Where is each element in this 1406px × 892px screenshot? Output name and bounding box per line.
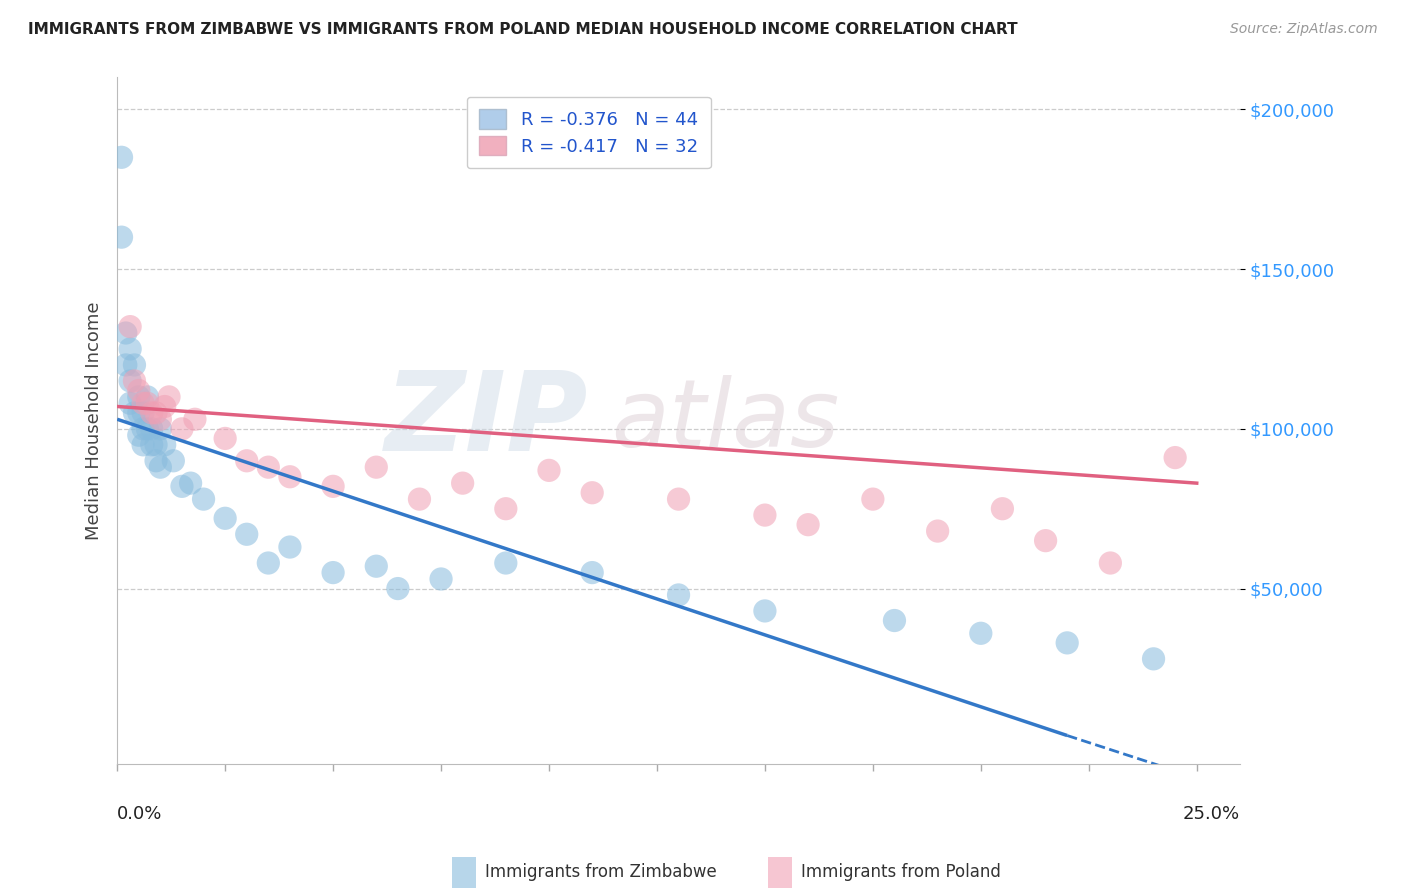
Text: atlas: atlas xyxy=(612,376,839,467)
Point xyxy=(149,460,172,475)
Point xyxy=(257,460,280,475)
Point xyxy=(153,438,176,452)
Point xyxy=(124,358,146,372)
Point xyxy=(153,400,176,414)
Point xyxy=(235,454,257,468)
Point xyxy=(124,374,146,388)
Point xyxy=(114,358,136,372)
Point xyxy=(537,463,560,477)
Point xyxy=(180,476,202,491)
Point xyxy=(1035,533,1057,548)
Point xyxy=(754,508,776,522)
Point xyxy=(149,412,172,426)
Point xyxy=(1099,556,1122,570)
Point xyxy=(120,396,142,410)
Text: Source: ZipAtlas.com: Source: ZipAtlas.com xyxy=(1230,22,1378,37)
Point xyxy=(257,556,280,570)
Point xyxy=(970,626,993,640)
Point xyxy=(1142,652,1164,666)
Point xyxy=(114,326,136,340)
Point xyxy=(754,604,776,618)
Point xyxy=(110,230,132,244)
Point xyxy=(145,454,167,468)
Point xyxy=(132,438,155,452)
Point xyxy=(149,422,172,436)
Point xyxy=(141,406,163,420)
Text: 25.0%: 25.0% xyxy=(1182,805,1240,823)
Point xyxy=(170,479,193,493)
Point xyxy=(124,406,146,420)
Point xyxy=(141,438,163,452)
Point xyxy=(136,422,159,436)
Text: 0.0%: 0.0% xyxy=(117,805,163,823)
Point xyxy=(387,582,409,596)
Text: Immigrants from Poland: Immigrants from Poland xyxy=(801,863,1001,881)
Point xyxy=(668,588,690,602)
Point xyxy=(145,406,167,420)
Point xyxy=(193,492,215,507)
Point xyxy=(214,432,236,446)
Point xyxy=(128,390,150,404)
Point xyxy=(184,412,207,426)
Point xyxy=(132,422,155,436)
Point xyxy=(170,422,193,436)
Point xyxy=(214,511,236,525)
Point xyxy=(495,501,517,516)
Point xyxy=(128,384,150,398)
Point xyxy=(132,406,155,420)
Point xyxy=(322,566,344,580)
Y-axis label: Median Household Income: Median Household Income xyxy=(86,301,103,540)
Point xyxy=(581,566,603,580)
Point xyxy=(120,319,142,334)
Point xyxy=(128,406,150,420)
Point xyxy=(136,390,159,404)
Point xyxy=(991,501,1014,516)
Point xyxy=(278,540,301,554)
Text: ZIP: ZIP xyxy=(385,368,589,475)
Point xyxy=(120,374,142,388)
Point xyxy=(128,428,150,442)
Point xyxy=(668,492,690,507)
Legend: R = -0.376   N = 44, R = -0.417   N = 32: R = -0.376 N = 44, R = -0.417 N = 32 xyxy=(467,96,710,169)
Point xyxy=(132,396,155,410)
Point xyxy=(235,527,257,541)
Point xyxy=(408,492,430,507)
Point xyxy=(430,572,453,586)
Point xyxy=(927,524,949,538)
Point xyxy=(141,422,163,436)
Point xyxy=(278,469,301,483)
Point xyxy=(862,492,884,507)
Point xyxy=(145,438,167,452)
Point xyxy=(883,614,905,628)
Point xyxy=(797,517,820,532)
Point xyxy=(451,476,474,491)
Point xyxy=(581,485,603,500)
Text: IMMIGRANTS FROM ZIMBABWE VS IMMIGRANTS FROM POLAND MEDIAN HOUSEHOLD INCOME CORRE: IMMIGRANTS FROM ZIMBABWE VS IMMIGRANTS F… xyxy=(28,22,1018,37)
Point xyxy=(162,454,184,468)
Point xyxy=(1056,636,1078,650)
Point xyxy=(1164,450,1187,465)
Point xyxy=(157,390,180,404)
Text: Immigrants from Zimbabwe: Immigrants from Zimbabwe xyxy=(485,863,717,881)
Point xyxy=(322,479,344,493)
Point xyxy=(366,460,388,475)
Point xyxy=(136,396,159,410)
Point xyxy=(110,150,132,164)
Point xyxy=(366,559,388,574)
Point xyxy=(120,342,142,356)
Point xyxy=(495,556,517,570)
